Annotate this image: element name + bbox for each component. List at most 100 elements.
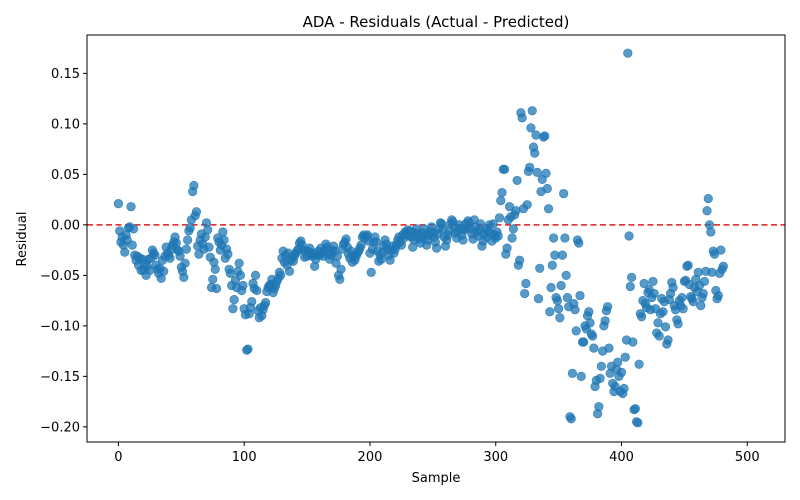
x-axis-label: Sample: [412, 471, 461, 486]
y-axis-label: Residual: [15, 212, 30, 267]
data-point: [626, 272, 637, 282]
data-point: [570, 305, 580, 315]
data-point: [574, 238, 584, 248]
data-point: [557, 250, 567, 260]
data-point: [707, 267, 717, 277]
data-point: [243, 344, 253, 354]
data-point: [579, 337, 589, 347]
data-point: [634, 359, 644, 369]
data-point: [493, 231, 503, 241]
data-point: [535, 263, 545, 273]
data-point: [542, 183, 552, 194]
data-point: [335, 274, 345, 285]
data-point: [600, 316, 610, 326]
data-point: [260, 298, 271, 308]
data-point: [703, 194, 713, 204]
data-point: [204, 242, 214, 252]
data-point: [332, 251, 342, 261]
data-point: [150, 250, 160, 260]
data-point: [531, 130, 541, 140]
data-point: [604, 343, 614, 353]
data-point: [620, 352, 630, 362]
data-point: [385, 255, 395, 265]
data-point: [576, 371, 586, 381]
data-point: [613, 357, 623, 367]
data-point: [546, 282, 556, 293]
data-point: [702, 206, 712, 216]
data-point: [494, 213, 505, 223]
data-point: [499, 164, 510, 174]
data-point: [189, 180, 199, 191]
data-point: [526, 123, 536, 133]
data-point: [673, 319, 683, 329]
data-point: [683, 260, 693, 270]
data-point: [183, 235, 193, 245]
data-point: [517, 113, 527, 123]
data-point: [128, 224, 139, 234]
data-point: [560, 233, 570, 243]
y-tick-label: 0.10: [51, 117, 80, 132]
data-point: [520, 288, 530, 299]
data-point: [211, 283, 222, 294]
data-point: [181, 244, 191, 254]
data-point: [713, 290, 723, 301]
data-point: [696, 301, 706, 311]
data-point: [234, 258, 244, 268]
data-point: [533, 293, 544, 304]
data-point: [525, 162, 535, 172]
data-point: [545, 307, 555, 317]
data-point: [559, 188, 569, 199]
data-point: [548, 233, 559, 243]
data-point: [624, 231, 634, 241]
data-point: [371, 237, 381, 247]
data-point: [630, 404, 640, 414]
data-point: [458, 235, 468, 245]
axes-layer: 0 100 200 300 400 500 −0.20 −0.15 −0.10 −0.05 0.00…: [40, 34, 786, 465]
data-point: [541, 168, 551, 178]
data-point: [585, 318, 595, 328]
data-point: [658, 307, 668, 317]
data-point: [637, 312, 647, 322]
data-point: [603, 302, 613, 312]
data-point: [595, 373, 605, 383]
data-point: [619, 383, 629, 394]
data-point: [575, 290, 585, 301]
data-point: [625, 281, 635, 292]
data-point: [616, 367, 627, 377]
data-point: [706, 227, 716, 237]
data-point: [718, 261, 728, 271]
data-point: [567, 368, 578, 378]
data-point: [699, 276, 710, 287]
data-point: [532, 167, 542, 177]
data-point: [587, 331, 598, 341]
data-point: [165, 253, 175, 263]
data-point: [229, 295, 239, 305]
data-point: [126, 202, 136, 212]
x-tick-label: 500: [735, 450, 760, 465]
data-point: [276, 270, 286, 280]
data-point: [179, 272, 189, 282]
data-point: [238, 280, 248, 291]
data-point: [648, 276, 658, 287]
data-point: [562, 292, 573, 303]
data-point: [496, 196, 506, 206]
data-point: [584, 307, 594, 317]
data-point: [208, 274, 218, 285]
data-point: [716, 245, 726, 255]
data-point: [693, 267, 703, 277]
data-point: [502, 243, 512, 253]
data-point: [677, 292, 687, 303]
data-point: [543, 204, 554, 214]
x-tick-label: 300: [483, 450, 508, 465]
data-point: [649, 288, 659, 299]
data-point: [654, 331, 664, 341]
data-point: [555, 313, 565, 323]
data-point: [159, 266, 169, 276]
data-point: [508, 224, 518, 234]
data-point: [515, 255, 525, 265]
data-point: [432, 243, 442, 253]
data-point: [566, 414, 576, 424]
